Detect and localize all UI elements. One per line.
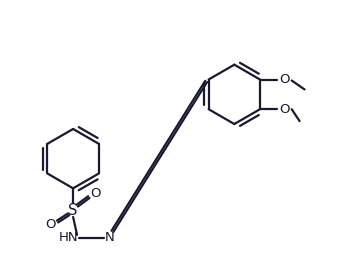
Text: HN: HN bbox=[58, 231, 78, 244]
Text: O: O bbox=[280, 73, 290, 86]
Text: O: O bbox=[280, 103, 290, 116]
Text: S: S bbox=[69, 203, 78, 218]
Text: N: N bbox=[105, 231, 115, 244]
Text: O: O bbox=[45, 218, 56, 231]
Text: O: O bbox=[91, 187, 101, 200]
